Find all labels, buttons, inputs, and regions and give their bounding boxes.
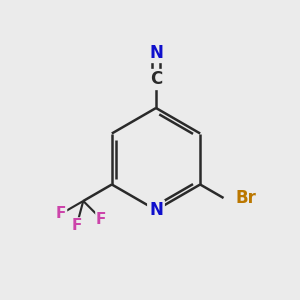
Text: F: F [71,218,82,233]
Text: N: N [149,201,163,219]
Text: F: F [96,212,106,226]
Text: F: F [56,206,66,221]
Text: N: N [149,44,163,62]
Text: Br: Br [236,189,256,207]
Text: C: C [150,70,162,88]
